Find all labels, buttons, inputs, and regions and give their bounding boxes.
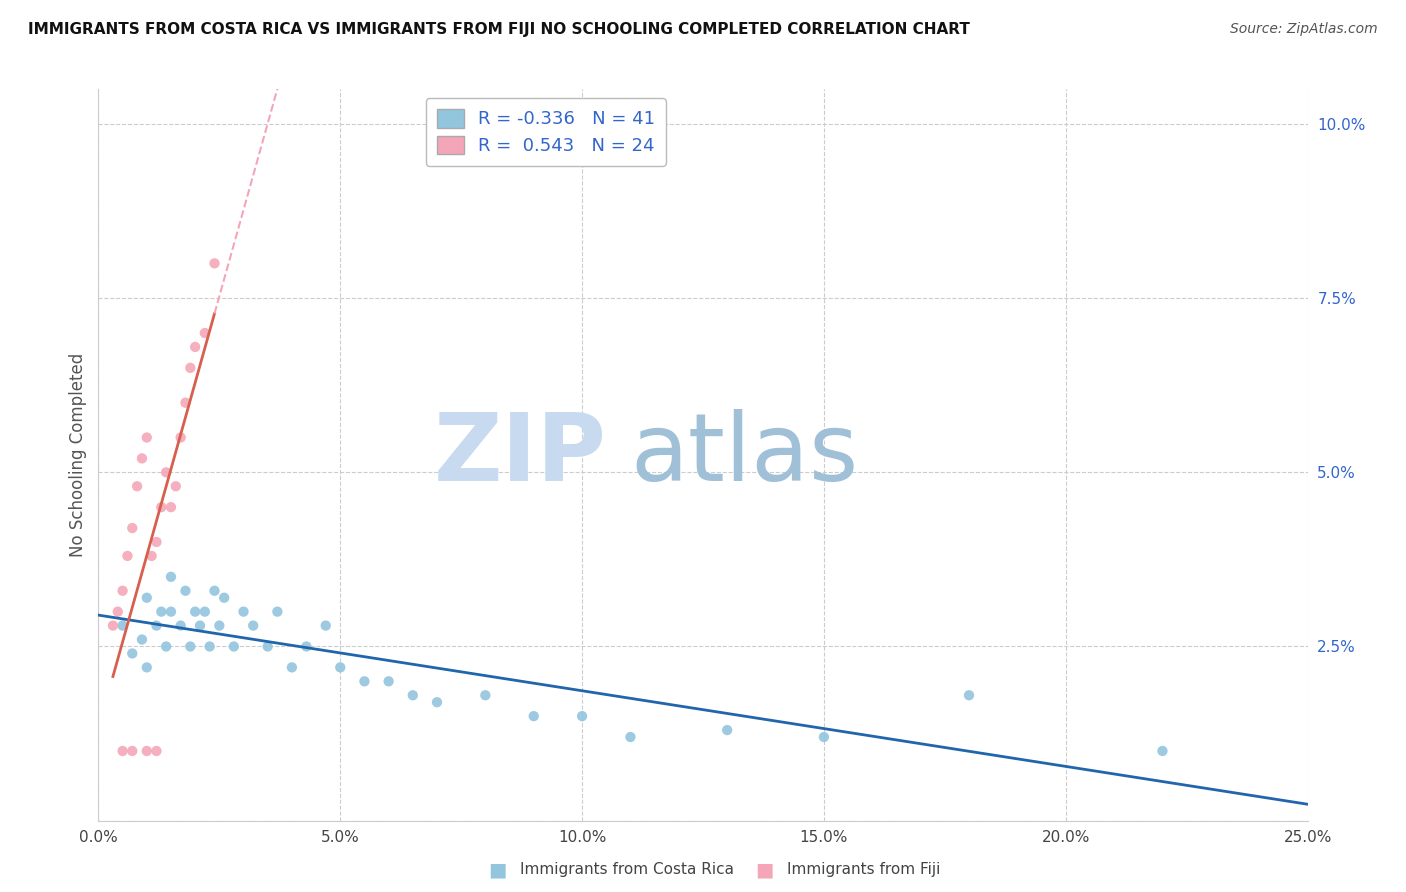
Point	[160, 605, 183, 619]
Point	[121, 744, 143, 758]
Point	[131, 632, 153, 647]
Point	[127, 479, 149, 493]
Point	[184, 340, 207, 354]
Point	[117, 549, 139, 563]
Point	[208, 618, 231, 632]
Point	[402, 688, 425, 702]
Point	[353, 674, 375, 689]
Point	[957, 688, 980, 702]
Point	[121, 647, 143, 661]
Point	[315, 618, 337, 632]
Point	[121, 521, 143, 535]
Point	[188, 618, 211, 632]
Point	[204, 583, 226, 598]
Point	[266, 605, 288, 619]
Point	[179, 640, 201, 654]
Point	[1152, 744, 1174, 758]
Text: Source: ZipAtlas.com: Source: ZipAtlas.com	[1230, 22, 1378, 37]
Point	[150, 500, 173, 515]
Point	[204, 256, 226, 270]
Point	[232, 605, 254, 619]
Point	[135, 744, 157, 758]
Point	[242, 618, 264, 632]
Point	[169, 618, 191, 632]
Text: Immigrants from Costa Rica: Immigrants from Costa Rica	[520, 863, 734, 877]
Point	[145, 744, 167, 758]
Text: Immigrants from Fiji: Immigrants from Fiji	[787, 863, 941, 877]
Point	[135, 660, 157, 674]
Point	[174, 583, 197, 598]
Text: ■: ■	[488, 860, 506, 880]
Point	[150, 605, 173, 619]
Point	[174, 395, 197, 409]
Point	[571, 709, 593, 723]
Point	[141, 549, 163, 563]
Point	[169, 430, 191, 444]
Point	[135, 591, 157, 605]
Point	[426, 695, 449, 709]
Point	[813, 730, 835, 744]
Point	[281, 660, 304, 674]
Point	[160, 500, 183, 515]
Y-axis label: No Schooling Completed: No Schooling Completed	[69, 353, 87, 557]
Point	[377, 674, 399, 689]
Point	[523, 709, 546, 723]
Point	[212, 591, 235, 605]
Text: atlas: atlas	[630, 409, 859, 501]
Point	[184, 605, 207, 619]
Point	[135, 430, 157, 444]
Point	[101, 618, 124, 632]
Point	[179, 360, 201, 375]
Point	[716, 723, 738, 737]
Point	[222, 640, 245, 654]
Point	[165, 479, 187, 493]
Point	[198, 640, 221, 654]
Point	[145, 535, 167, 549]
Point	[160, 570, 183, 584]
Text: ZIP: ZIP	[433, 409, 606, 501]
Point	[155, 640, 177, 654]
Point	[194, 605, 217, 619]
Point	[111, 744, 134, 758]
Point	[111, 583, 134, 598]
Point	[194, 326, 217, 340]
Point	[256, 640, 278, 654]
Point	[155, 466, 177, 480]
Point	[474, 688, 496, 702]
Point	[295, 640, 318, 654]
Text: ■: ■	[755, 860, 773, 880]
Text: IMMIGRANTS FROM COSTA RICA VS IMMIGRANTS FROM FIJI NO SCHOOLING COMPLETED CORREL: IMMIGRANTS FROM COSTA RICA VS IMMIGRANTS…	[28, 22, 970, 37]
Point	[111, 618, 134, 632]
Point	[107, 605, 129, 619]
Legend: R = -0.336   N = 41, R =  0.543   N = 24: R = -0.336 N = 41, R = 0.543 N = 24	[426, 98, 666, 166]
Point	[145, 618, 167, 632]
Point	[131, 451, 153, 466]
Point	[329, 660, 352, 674]
Point	[619, 730, 641, 744]
